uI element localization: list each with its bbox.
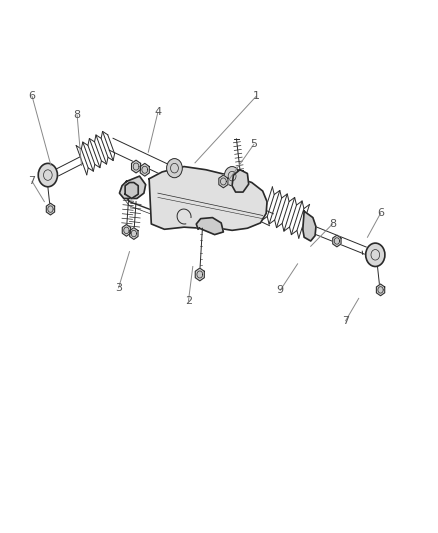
Text: 2: 2 xyxy=(185,296,192,306)
Polygon shape xyxy=(149,166,267,230)
Polygon shape xyxy=(376,284,385,296)
Polygon shape xyxy=(131,160,141,173)
Polygon shape xyxy=(303,211,316,241)
Text: 9: 9 xyxy=(276,286,284,295)
Text: 7: 7 xyxy=(342,316,349,326)
Polygon shape xyxy=(125,182,138,198)
Circle shape xyxy=(366,243,385,266)
Polygon shape xyxy=(122,224,131,236)
Text: 5: 5 xyxy=(251,139,258,149)
Text: 8: 8 xyxy=(329,219,336,229)
Text: 3: 3 xyxy=(115,283,122,293)
Circle shape xyxy=(38,164,57,187)
Text: 1: 1 xyxy=(253,91,260,101)
Circle shape xyxy=(224,166,240,185)
Polygon shape xyxy=(120,176,146,198)
Polygon shape xyxy=(140,164,149,176)
Polygon shape xyxy=(195,268,204,281)
Text: 4: 4 xyxy=(154,107,162,117)
Polygon shape xyxy=(46,203,55,215)
Polygon shape xyxy=(232,169,249,192)
Text: 6: 6 xyxy=(377,208,384,219)
Polygon shape xyxy=(130,228,138,239)
Polygon shape xyxy=(196,217,223,235)
Text: 7: 7 xyxy=(28,176,35,187)
Polygon shape xyxy=(219,175,228,188)
Polygon shape xyxy=(333,235,341,247)
Text: 8: 8 xyxy=(74,110,81,120)
Text: 6: 6 xyxy=(28,91,35,101)
Circle shape xyxy=(166,159,182,177)
